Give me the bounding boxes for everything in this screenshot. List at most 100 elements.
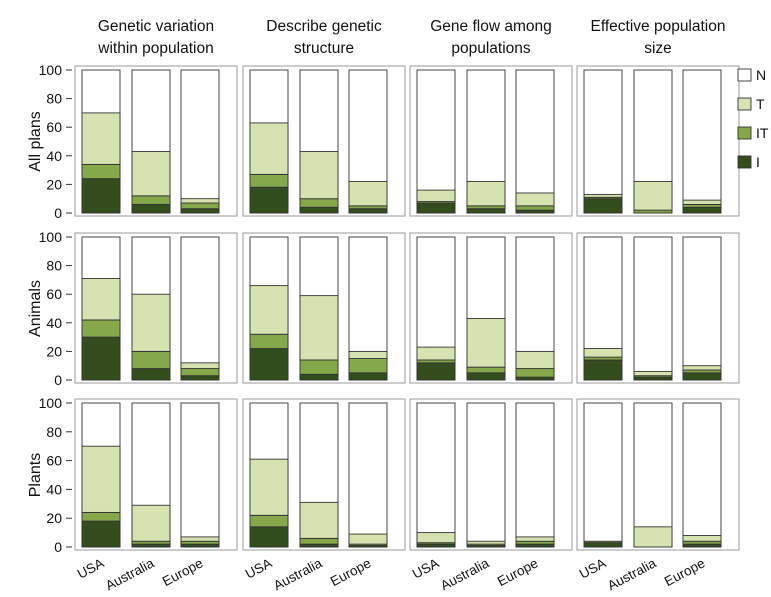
panel-frame: [409, 232, 573, 384]
y-tick-label: 80: [46, 91, 62, 107]
bar-segment-IT: [180, 202, 220, 210]
bar-segment-I: [299, 206, 339, 214]
legend-label: T: [756, 96, 765, 112]
bar-segment-T: [131, 504, 171, 542]
y-tick-label: 80: [46, 424, 62, 440]
row-label: Plants: [27, 453, 44, 497]
y-tick-label: 40: [46, 148, 62, 164]
bar-segment-IT: [583, 540, 623, 544]
bar-segment-N: [682, 69, 722, 214]
bar-segment-N: [583, 69, 623, 214]
legend-label: I: [756, 154, 760, 170]
legend-label: N: [756, 67, 766, 83]
bar-segment-T: [348, 181, 388, 207]
bar-segment-IT: [131, 350, 171, 370]
y-tick-label: 20: [46, 510, 62, 526]
bar-segment-N: [515, 402, 555, 548]
bar-segment-T: [682, 535, 722, 542]
column-title-line: Genetic variation: [98, 18, 214, 35]
legend-swatch-IT: [737, 126, 752, 140]
bar-segment-IT: [180, 368, 220, 377]
row-label: All plans: [27, 111, 44, 171]
column-title-line: Effective population: [590, 18, 725, 35]
bar-segment-T: [466, 540, 506, 545]
bar-segment-T: [466, 181, 506, 207]
column-title-line: within population: [97, 40, 213, 57]
bar-segment-I: [81, 178, 121, 214]
y-tick-label: 20: [46, 176, 62, 192]
bar-segment-T: [633, 526, 673, 548]
panel-frame: [409, 398, 573, 551]
bar-segment-I: [249, 186, 289, 214]
y-tick-label: 100: [39, 62, 63, 78]
bar-segment-T: [81, 278, 121, 321]
y-tick-label: 100: [39, 395, 63, 411]
bar-segment-T: [249, 458, 289, 516]
bar-segment-I: [583, 542, 623, 548]
bar-segment-I: [180, 375, 220, 381]
bar-segment-IT: [348, 358, 388, 374]
bar-segment-IT: [81, 163, 121, 180]
bar-segment-N: [180, 236, 220, 381]
bar-segment-IT: [249, 173, 289, 188]
bar-segment-I: [583, 198, 623, 214]
bar-segment-T: [131, 151, 171, 197]
y-tick-label: 60: [46, 453, 62, 469]
bar-segment-T: [299, 151, 339, 200]
bar-segment-T: [348, 350, 388, 359]
bar-segment-T: [466, 318, 506, 368]
y-tick-label: 20: [46, 343, 62, 359]
bar-segment-I: [81, 520, 121, 548]
panel-frame: [74, 232, 238, 384]
y-tick-label: 100: [39, 229, 63, 245]
panel-frame: [74, 398, 238, 551]
bar-segment-T: [416, 346, 456, 361]
bar-segment-IT: [299, 198, 339, 208]
bar-segment-T: [633, 181, 673, 211]
y-tick-label: 60: [46, 286, 62, 302]
bar-segment-I: [131, 203, 171, 214]
column-titles: Genetic variation within population Descri…: [97, 18, 725, 57]
column-title-line: size: [644, 40, 672, 57]
y-tick-label: 40: [46, 481, 62, 497]
bar-segment-IT: [466, 366, 506, 374]
bar-segment-N: [682, 402, 722, 548]
bar-segment-IT: [299, 359, 339, 375]
bar-segment-I: [682, 372, 722, 381]
bar-segment-T: [583, 193, 623, 198]
bar-segment-T: [249, 122, 289, 175]
bar-segment-T: [180, 536, 220, 542]
bar-segment-I: [131, 368, 171, 381]
bar-segment-T: [81, 445, 121, 513]
column-title-line: Describe genetic: [266, 18, 382, 35]
legend-label: IT: [756, 125, 769, 141]
bar-segment-I: [299, 373, 339, 381]
bar-segment-IT: [515, 368, 555, 378]
column-title-line: structure: [294, 40, 354, 57]
bar-segment-T: [180, 362, 220, 370]
bar-segment-I: [81, 336, 121, 381]
panel-frame: [242, 232, 406, 384]
row-label: Animals: [27, 280, 44, 337]
bar-segment-N: [633, 236, 673, 381]
y-tick-label: 40: [46, 315, 62, 331]
bar-segment-T: [583, 348, 623, 358]
legend: NT IT I: [737, 67, 769, 170]
legend-swatch-T: [737, 97, 752, 111]
bar-segment-T: [416, 189, 456, 203]
bar-segment-I: [249, 348, 289, 381]
bar-segment-I: [466, 372, 506, 381]
panel-frame: [74, 65, 238, 217]
y-tick-label: 80: [46, 258, 62, 274]
panel-frame: [409, 65, 573, 217]
bar-segment-N: [348, 402, 388, 548]
column-title-line: Gene flow among: [430, 18, 552, 35]
bar-segment-T: [682, 365, 722, 371]
bar-segment-I: [416, 362, 456, 381]
bar-segment-IT: [81, 511, 121, 522]
bar-segment-T: [682, 199, 722, 205]
panel-frame: [242, 398, 406, 551]
bar-segment-IT: [81, 319, 121, 338]
y-tick-label: 0: [54, 205, 62, 221]
